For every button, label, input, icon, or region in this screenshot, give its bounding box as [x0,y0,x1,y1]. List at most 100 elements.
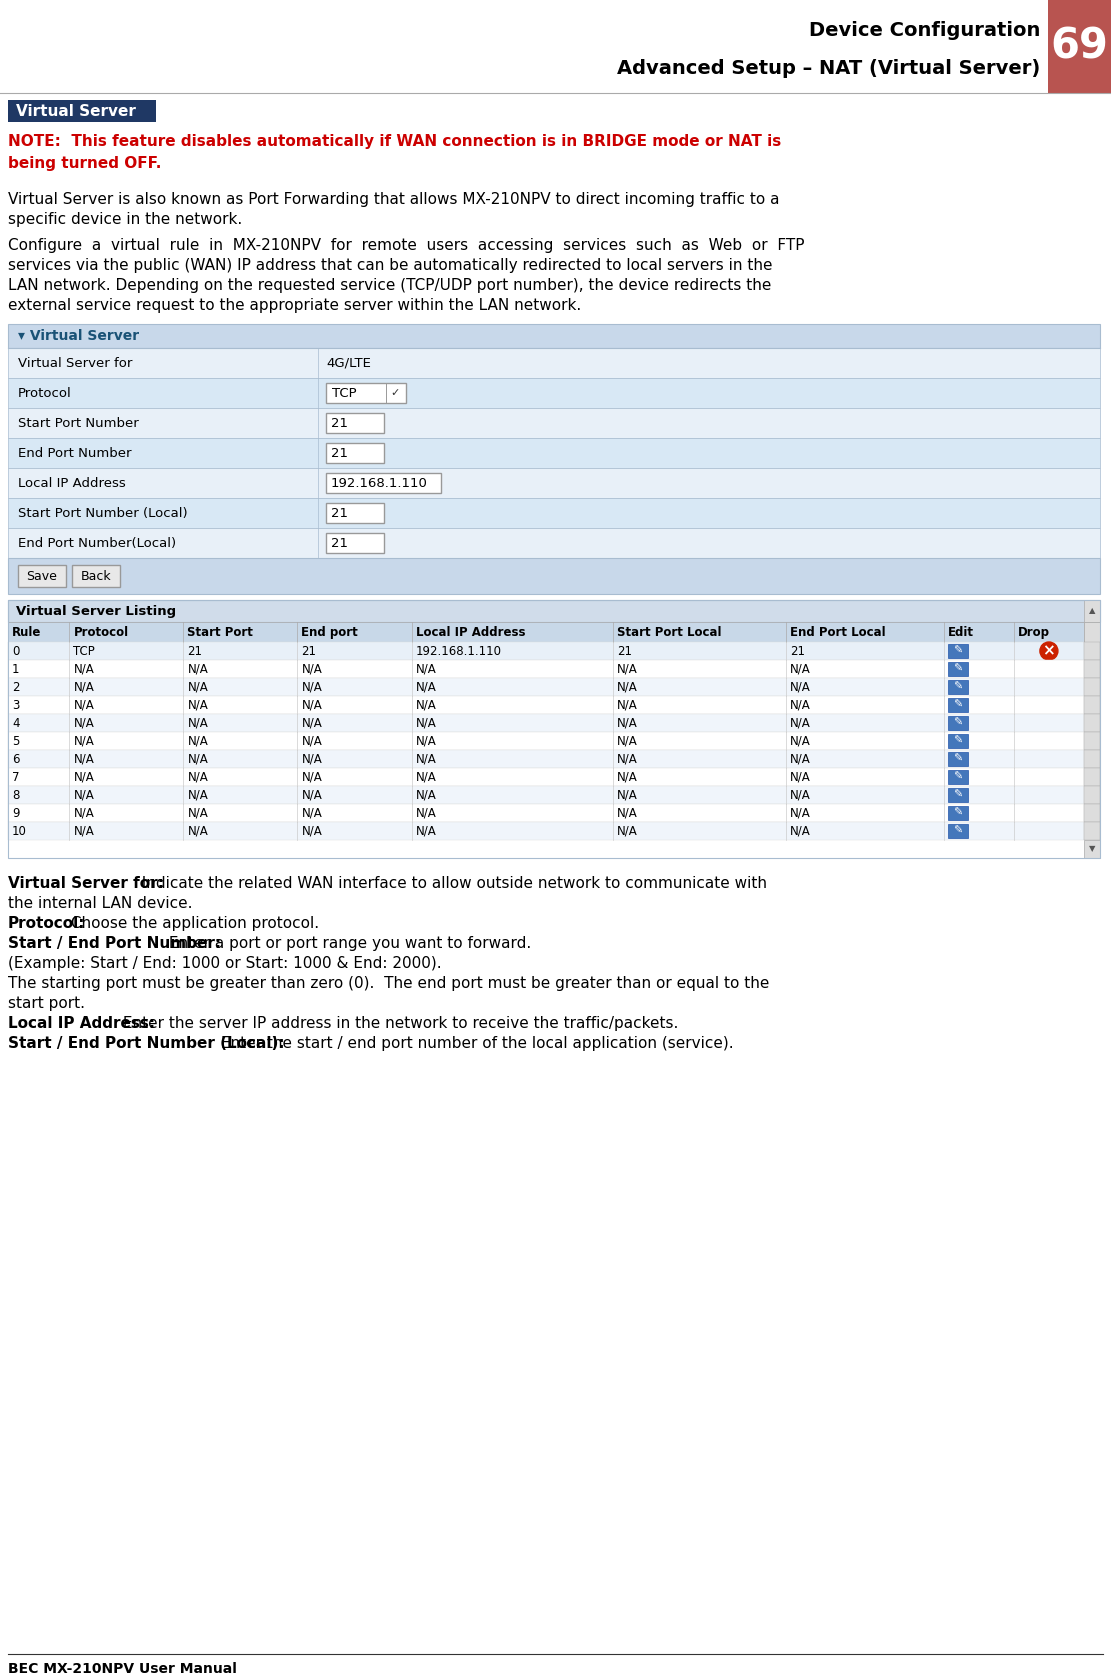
Text: Protocol: Protocol [73,626,129,639]
Bar [8,768,1084,787]
Text: N/A: N/A [73,770,94,783]
Text: End Port Number: End Port Number [18,446,131,459]
Text: 21: 21 [188,644,202,657]
Text: N/A: N/A [73,735,94,748]
Bar [948,770,968,785]
Text: Start / End Port Number (Local):: Start / End Port Number (Local): [8,1036,284,1051]
Text: ✎: ✎ [953,808,962,818]
Bar [8,822,1084,840]
Text: N/A: N/A [618,681,638,694]
Text: Protocol:: Protocol: [8,916,86,931]
Bar [8,731,1084,750]
Bar [1084,750,1100,768]
Bar [8,696,1084,714]
Text: Protocol: Protocol [18,386,72,399]
Bar [1084,822,1100,840]
Bar [1084,731,1100,750]
Text: N/A: N/A [301,735,322,748]
Text: N/A: N/A [618,770,638,783]
Text: ×: × [1042,644,1055,659]
Text: N/A: N/A [73,662,94,676]
Text: TCP: TCP [73,644,96,657]
Text: Save: Save [27,570,58,582]
Bar [326,503,384,523]
Bar [8,803,1084,822]
Text: 3: 3 [12,699,19,711]
Text: Local IP Address:: Local IP Address: [8,1016,156,1031]
Text: N/A: N/A [301,770,322,783]
Text: ✎: ✎ [953,664,962,674]
Bar [8,600,1100,622]
Bar [8,498,1100,528]
Text: Indicate the related WAN interface to allow outside network to communicate with: Indicate the related WAN interface to al… [131,875,767,890]
Text: 21: 21 [331,506,348,520]
Text: 7: 7 [12,770,20,783]
Text: Start Port Local: Start Port Local [618,626,722,639]
Text: ▼: ▼ [1089,845,1095,854]
Text: Start Port Number (Local): Start Port Number (Local) [18,506,188,520]
Bar [8,678,1084,696]
Text: Back: Back [81,570,111,582]
Text: N/A: N/A [790,662,811,676]
Text: N/A: N/A [73,699,94,711]
Text: TCP: TCP [332,386,357,399]
Text: N/A: N/A [618,699,638,711]
Text: 0: 0 [12,644,19,657]
Bar [1084,696,1100,714]
Text: ✎: ✎ [953,699,962,709]
Text: BEC MX-210NPV User Manual: BEC MX-210NPV User Manual [8,1662,237,1675]
Text: N/A: N/A [790,716,811,729]
Bar [8,101,156,122]
Bar [8,377,1100,408]
Bar [948,644,968,657]
Bar [948,662,968,676]
Bar [948,751,968,766]
Bar [8,528,1100,558]
Text: 192.168.1.110: 192.168.1.110 [416,644,501,657]
Bar [1084,768,1100,787]
Text: N/A: N/A [188,807,208,820]
Bar [326,443,384,463]
Text: Device Configuration: Device Configuration [809,20,1040,40]
Text: Rule: Rule [12,626,41,639]
Bar [8,438,1100,468]
Text: N/A: N/A [301,681,322,694]
Text: Local IP Address: Local IP Address [416,626,526,639]
Text: ▲: ▲ [1089,607,1095,615]
Text: 4: 4 [12,716,20,729]
Text: N/A: N/A [790,753,811,765]
Bar [72,565,120,587]
Text: 10: 10 [12,825,27,837]
Text: services via the public (WAN) IP address that can be automatically redirected to: services via the public (WAN) IP address… [8,258,772,273]
Bar [1048,0,1111,92]
Text: N/A: N/A [73,807,94,820]
Text: ✎: ✎ [953,683,962,693]
Text: N/A: N/A [790,699,811,711]
Text: N/A: N/A [301,807,322,820]
Text: Start Port: Start Port [188,626,253,639]
Text: 21: 21 [331,416,348,429]
Bar [8,750,1084,768]
Text: N/A: N/A [416,807,437,820]
Bar [948,679,968,694]
Bar [948,807,968,820]
Text: Advanced Setup – NAT (Virtual Server): Advanced Setup – NAT (Virtual Server) [617,59,1040,77]
Text: Virtual Server: Virtual Server [16,104,136,119]
Bar [18,565,66,587]
Text: N/A: N/A [301,788,322,802]
Text: N/A: N/A [73,825,94,837]
Bar [8,622,1084,642]
Text: 9: 9 [12,807,20,820]
Text: 2: 2 [12,681,20,694]
Text: 4G/LTE: 4G/LTE [326,357,371,369]
Text: N/A: N/A [416,770,437,783]
Text: N/A: N/A [790,825,811,837]
Text: N/A: N/A [618,825,638,837]
Text: N/A: N/A [618,807,638,820]
Text: N/A: N/A [73,681,94,694]
Text: N/A: N/A [188,681,208,694]
Text: 21: 21 [331,446,348,459]
Bar [1084,661,1100,678]
Text: ✎: ✎ [953,718,962,728]
Text: Edit: Edit [948,626,973,639]
